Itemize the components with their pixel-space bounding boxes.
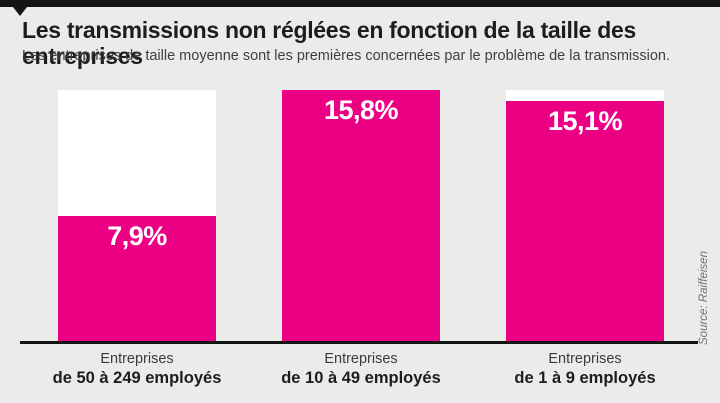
category-label-line2: de 10 à 49 employés — [281, 369, 441, 387]
category-label-line2: de 50 à 249 employés — [52, 369, 222, 387]
category-label: Entreprises de 10 à 49 employés — [249, 350, 473, 388]
category-label-line1: Entreprises — [324, 351, 398, 367]
category-label-line2: de 1 à 9 employés — [514, 369, 656, 387]
bar-value-label: 15,1% — [547, 106, 623, 136]
bar-value-label: 7,9% — [107, 221, 167, 251]
x-axis-line — [20, 341, 698, 344]
bar-track: 7,9% — [58, 90, 216, 343]
category-label: Entreprises de 50 à 249 employés — [25, 350, 249, 388]
category-label: Entreprises de 1 à 9 employés — [473, 350, 697, 388]
bar-fill: 7,9% — [58, 216, 216, 343]
bar-track: 15,8% — [282, 90, 440, 343]
bar-fill: 15,1% — [506, 101, 664, 343]
source-credit: Source: Raiffeisen — [698, 251, 710, 345]
pointer-triangle-icon — [13, 7, 27, 16]
category-label-line1: Entreprises — [548, 351, 622, 367]
category-label-line1: Entreprises — [100, 351, 174, 367]
bar-value-label: 15,8% — [323, 95, 399, 125]
top-accent-bar — [0, 0, 720, 7]
page-title: Les transmissions non réglées en fonctio… — [22, 17, 637, 69]
bar-track: 15,1% — [506, 90, 664, 343]
bar-fill: 15,8% — [282, 90, 440, 343]
page-subtitle: Les entreprises de taille moyenne sont l… — [22, 48, 670, 64]
